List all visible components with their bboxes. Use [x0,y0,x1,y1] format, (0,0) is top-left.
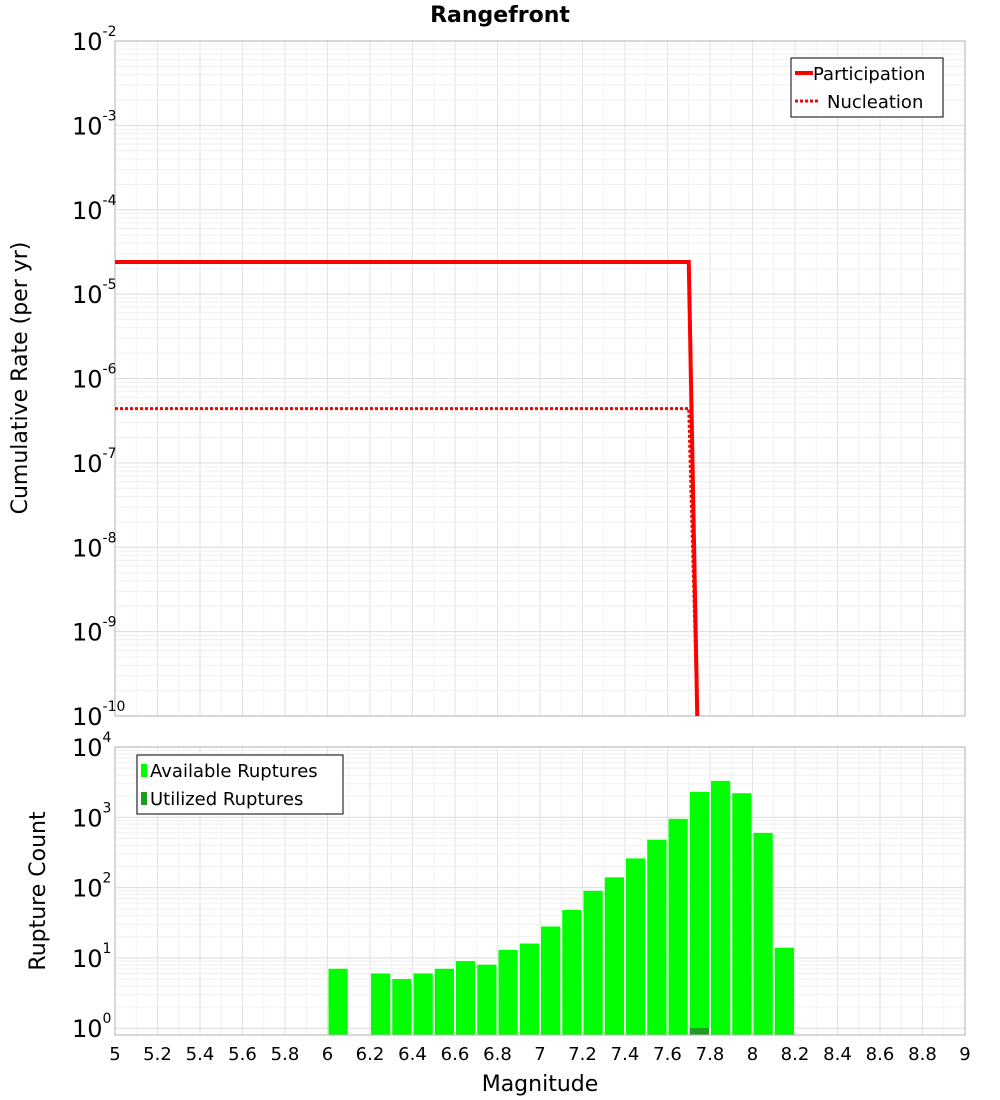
magnitude-x-tick-label: 5 [109,1044,120,1065]
magnitude-x-tick-label: 6.6 [441,1044,470,1065]
magnitude-x-tick-label: 7.4 [611,1044,640,1065]
available-rupture-bar [371,973,391,1035]
utilized-legend-swatch [141,792,147,805]
available-rupture-bar [498,949,518,1035]
magnitude-x-tick-label: 6 [322,1044,333,1065]
magnitude-x-ticks: 5 5.2 5.4 5.6 5.8 6 6.2 6.4 6.6 6.8 7 7.2 7.4 7.6 7.8 8… [109,1044,970,1065]
available-rupture-bar [626,858,646,1035]
chart-title: Rangefront [430,3,570,28]
available-rupture-bar [541,926,561,1035]
magnitude-x-tick-label: 7.6 [653,1044,682,1065]
participation-line [115,260,700,717]
magnitude-x-tick-label: 5.4 [186,1044,215,1065]
count-bars [328,780,794,1035]
available-rupture-bar [434,968,454,1035]
magnitude-x-tick-label: 8.8 [908,1044,937,1065]
magnitude-x-tick-label: 9 [959,1044,970,1065]
count-legend-box [136,754,344,815]
utilized-legend-label: Utilized Ruptures [150,789,303,810]
count-legend: Available Ruptures Utilized Ruptures [136,754,344,815]
magnitude-x-tick-label: 7.2 [568,1044,597,1065]
rate-panel: 10-10 10-9 10-8 10-7 10-6 10-5 10-4 10-3 10-2 Cu… [8,24,966,731]
available-legend-swatch [141,764,147,777]
available-rupture-bar [753,832,773,1035]
magnitude-x-tick-label: 8.6 [866,1044,895,1065]
magnitude-x-axis-label: Magnitude [482,1072,599,1097]
rate-y-axis-label: Cumulative Rate (per yr) [8,242,33,515]
magnitude-x-tick-label: 5.8 [271,1044,300,1065]
rate-y-tick-label: 10-6 [72,362,117,394]
available-rupture-bar [477,964,497,1035]
magnitude-x-tick-label: 6.2 [356,1044,385,1065]
available-rupture-bar [604,877,624,1035]
rate-legend: Participation Nucleation [790,57,944,118]
available-rupture-bar [583,890,603,1035]
count-y-ticks: 100 101 102 103 104 [72,730,112,1043]
available-rupture-bar [456,961,476,1035]
count-plot-frame [114,746,966,1036]
magnitude-x-tick-label: 5.6 [228,1044,257,1065]
available-rupture-bar [562,910,582,1035]
magnitude-x-tick-label: 8.2 [781,1044,810,1065]
magnitude-x-tick-label: 7 [534,1044,545,1065]
rate-y-tick-label: 10-3 [72,108,117,140]
magnitude-x-tick-label: 6.8 [483,1044,512,1065]
available-legend-label: Available Ruptures [150,761,318,782]
rate-y-tick-label: 10-10 [72,699,125,731]
available-rupture-bar [328,968,348,1035]
available-rupture-bar [413,973,433,1035]
rate-series [115,260,700,717]
rate-y-tick-label: 10-7 [72,446,117,478]
magnitude-x-tick-label: 8.4 [823,1044,852,1065]
available-rupture-bar [392,979,412,1035]
rate-plot-frame [114,40,966,717]
rate-grid [114,41,966,717]
rate-y-tick-label: 10-4 [72,193,117,225]
nucleation-legend-label: Nucleation [827,92,923,113]
available-rupture-bar [689,791,709,1035]
count-y-tick-label: 100 [72,1011,111,1043]
available-rupture-bar [732,793,752,1035]
rate-y-tick-label: 10-8 [72,530,117,562]
count-y-axis-label: Rupture Count [26,811,51,971]
magnitude-x-tick-label: 6.4 [398,1044,427,1065]
available-rupture-bar [774,947,794,1035]
magnitude-x-tick-label: 5.2 [143,1044,172,1065]
rate-y-ticks: 10-10 10-9 10-8 10-7 10-6 10-5 10-4 10-3 10-2 [72,24,125,731]
rate-y-tick-label: 10-5 [72,277,117,309]
nucleation-line [115,407,699,717]
count-y-tick-label: 102 [72,871,111,903]
utilized-rupture-bar [689,1028,709,1035]
rate-legend-box [790,57,944,118]
count-y-tick-label: 103 [72,800,111,832]
available-rupture-bar [647,839,667,1035]
count-y-tick-label: 104 [72,730,112,762]
available-rupture-bar [711,780,731,1035]
available-rupture-bar [519,943,539,1035]
available-rupture-bar [668,818,688,1035]
magnitude-x-tick-label: 8 [747,1044,758,1065]
count-y-tick-label: 101 [72,941,111,973]
rate-y-tick-label: 10-9 [72,615,117,647]
rate-y-tick-label: 10-2 [72,24,117,56]
participation-legend-label: Participation [813,64,925,85]
magnitude-x-tick-label: 7.8 [696,1044,725,1065]
count-panel: 100 101 102 103 104 5 5.2 5.4 5.6 5.8 6 6.2 6.4 6.6 6… [26,730,971,1097]
